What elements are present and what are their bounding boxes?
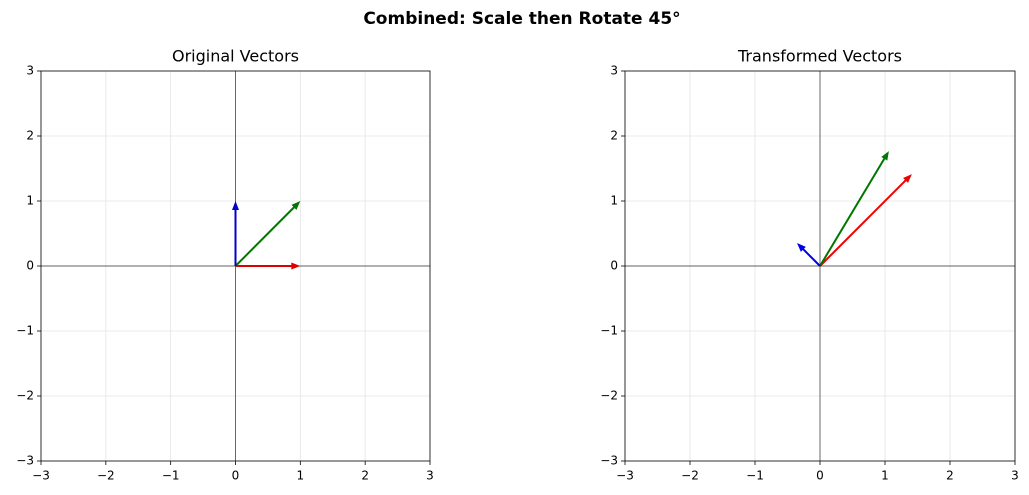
y-tick-label: 0 bbox=[610, 259, 618, 273]
x-tick-label: 2 bbox=[946, 469, 954, 483]
vector-arrow bbox=[819, 151, 889, 267]
y-tick-label: 2 bbox=[610, 129, 618, 143]
vector-arrow bbox=[819, 174, 912, 267]
vector-arrow bbox=[232, 201, 239, 266]
vector-arrow bbox=[234, 201, 301, 267]
y-tick-label: −2 bbox=[16, 389, 34, 403]
x-tick-label: 2 bbox=[361, 469, 369, 483]
vector-arrow bbox=[235, 262, 301, 270]
axes-frame bbox=[624, 70, 1016, 462]
vector-arrow bbox=[796, 242, 821, 267]
y-tick-label: −3 bbox=[16, 454, 34, 468]
x-tick-label: 0 bbox=[816, 469, 824, 483]
x-tick-label: 1 bbox=[881, 469, 889, 483]
x-tick-label: 0 bbox=[232, 469, 240, 483]
x-tick-label: −1 bbox=[746, 469, 764, 483]
x-tick-label: −2 bbox=[97, 469, 115, 483]
x-tick-label: −3 bbox=[32, 469, 50, 483]
x-tick-label: 3 bbox=[426, 469, 434, 483]
y-tick-label: −2 bbox=[600, 389, 618, 403]
subplot-title: Original Vectors bbox=[172, 47, 299, 66]
y-tick-label: 1 bbox=[26, 194, 34, 208]
axes-frame bbox=[40, 70, 431, 462]
x-tick-label: 3 bbox=[1011, 469, 1019, 483]
y-tick-label: 2 bbox=[26, 129, 34, 143]
x-tick-label: −3 bbox=[616, 469, 634, 483]
x-tick-label: −1 bbox=[162, 469, 180, 483]
x-tick-label: −2 bbox=[681, 469, 699, 483]
y-tick-label: 0 bbox=[26, 259, 34, 273]
y-tick-label: −3 bbox=[600, 454, 618, 468]
y-tick-label: −1 bbox=[16, 324, 34, 338]
y-tick-label: 1 bbox=[610, 194, 618, 208]
y-tick-label: 3 bbox=[26, 64, 34, 78]
x-tick-label: 1 bbox=[297, 469, 305, 483]
figure-title: Combined: Scale then Rotate 45° bbox=[363, 9, 680, 29]
y-tick-label: −1 bbox=[600, 324, 618, 338]
subplot-title: Transformed Vectors bbox=[737, 47, 902, 66]
y-tick-label: 3 bbox=[610, 64, 618, 78]
